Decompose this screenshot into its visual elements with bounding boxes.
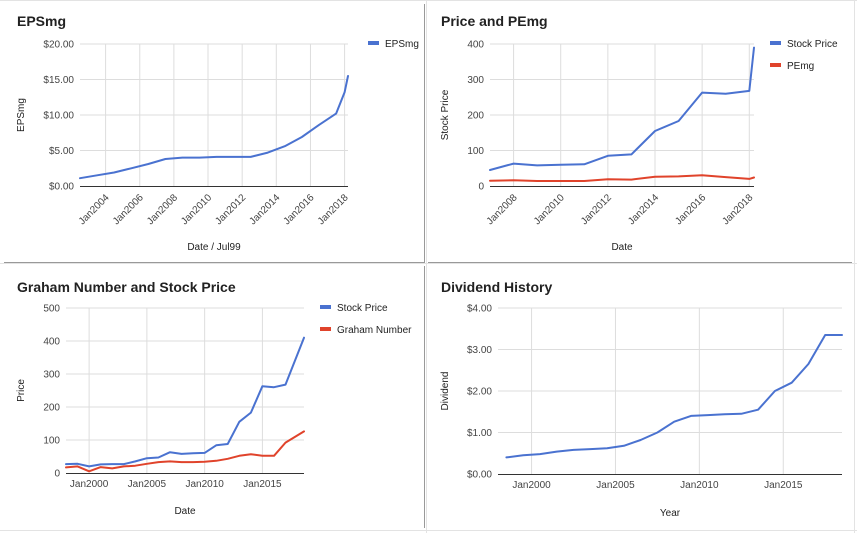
x-tick-label: Jan2010 xyxy=(532,192,567,227)
chart-title: Graham Number and Stock Price xyxy=(17,279,236,295)
legend-swatch-epsmg xyxy=(368,41,379,45)
chart-price-and-pemg: Price and PEmg 0 100 200 300 400 Jan2008 Jan201… xyxy=(440,13,838,253)
legend-swatch-pemg xyxy=(770,63,781,67)
x-axis-label: Date xyxy=(611,242,633,253)
legend-label-pemg: PEmg xyxy=(787,61,814,72)
y-tick-label: 400 xyxy=(467,40,484,51)
y-tick-label: 200 xyxy=(43,403,60,414)
y-tick-label: $0.00 xyxy=(467,470,492,481)
y-tick-label: $5.00 xyxy=(49,146,74,157)
legend-label-graham-number: Graham Number xyxy=(337,325,412,336)
y-tick-label: 200 xyxy=(467,111,484,122)
y-tick-label: $0.00 xyxy=(49,182,74,193)
chart-panel-price-and-pemg[interactable]: Price and PEmg 0 100 200 300 400 Jan2008 Jan201… xyxy=(428,4,852,263)
legend-swatch-stock-price xyxy=(320,305,331,309)
chart-title: Dividend History xyxy=(441,279,552,295)
x-tick-label: Jan2016 xyxy=(282,192,317,227)
x-tick-label: Jan2008 xyxy=(145,192,180,227)
y-axis-label: Price xyxy=(16,379,27,402)
y-axis-label: Stock Price xyxy=(440,89,451,140)
x-tick-label: Jan2014 xyxy=(248,192,283,227)
x-tick-label: Jan2010 xyxy=(179,192,214,227)
chart-panel-dividend-history[interactable]: Dividend History $0.00 $1.00 $2.00 $3.00 $4.0… xyxy=(428,266,852,528)
legend-swatch-stock-price xyxy=(770,41,781,45)
x-tick-label: Jan2018 xyxy=(316,192,351,227)
series-line-dividend xyxy=(505,334,843,459)
x-tick-label: Jan2016 xyxy=(673,192,708,227)
y-tick-label: 300 xyxy=(467,75,484,86)
x-tick-label: Jan2012 xyxy=(579,192,614,227)
chart-title: EPSmg xyxy=(17,13,66,29)
x-tick-label: Jan2004 xyxy=(77,192,112,227)
y-tick-label: 100 xyxy=(43,436,60,447)
x-tick-label: Jan2014 xyxy=(626,192,661,227)
y-tick-label: 100 xyxy=(467,146,484,157)
x-tick-label: Jan2012 xyxy=(213,192,248,227)
x-tick-label: Jan2018 xyxy=(720,192,755,227)
y-tick-label: 300 xyxy=(43,370,60,381)
y-axis-label: Dividend xyxy=(440,372,451,411)
y-tick-label: $2.00 xyxy=(467,387,492,398)
y-tick-label: 500 xyxy=(43,304,60,315)
y-tick-label: $1.00 xyxy=(467,428,492,439)
x-tick-label: Jan2015 xyxy=(243,479,282,490)
x-tick-label: Jan2015 xyxy=(764,480,803,491)
x-tick-label: Jan2006 xyxy=(111,192,146,227)
chart-dividend-history: Dividend History $0.00 $1.00 $2.00 $3.00 $4.0… xyxy=(440,279,843,519)
series-line-graham-number xyxy=(65,430,305,473)
chart-panel-epsmg[interactable]: EPSmg $0.00 $5.00 $10.00 $15.00 $20.00 Jan2004… xyxy=(4,4,425,263)
chart-graham-number: Graham Number and Stock Price 0 100 200 300 4… xyxy=(16,279,412,517)
legend-label-stock-price: Stock Price xyxy=(787,39,838,50)
y-tick-label: $15.00 xyxy=(43,75,74,86)
x-axis-label: Date / Jul99 xyxy=(187,242,241,253)
series-line-stock-price xyxy=(65,336,305,468)
y-tick-label: 0 xyxy=(478,182,484,193)
y-tick-label: $3.00 xyxy=(467,345,492,356)
y-tick-label: $4.00 xyxy=(467,304,492,315)
x-tick-label: Jan2005 xyxy=(128,479,167,490)
x-axis-label: Year xyxy=(660,508,681,519)
legend-label-stock-price: Stock Price xyxy=(337,303,388,314)
legend-swatch-graham-number xyxy=(320,327,331,331)
y-tick-label: $10.00 xyxy=(43,111,74,122)
y-tick-label: 0 xyxy=(54,469,60,480)
series-line-stock-price xyxy=(489,46,755,171)
series-line-pemg xyxy=(489,174,755,182)
chart-title: Price and PEmg xyxy=(441,13,548,29)
x-tick-label: Jan2000 xyxy=(512,480,551,491)
x-tick-label: Jan2010 xyxy=(185,479,224,490)
y-tick-label: $20.00 xyxy=(43,40,74,51)
series-line-epsmg xyxy=(79,75,349,180)
x-tick-label: Jan2000 xyxy=(70,479,109,490)
y-axis-label: EPSmg xyxy=(16,98,27,132)
chart-panel-graham-number[interactable]: Graham Number and Stock Price 0 100 200 300 4… xyxy=(4,266,425,528)
x-tick-label: Jan2010 xyxy=(680,480,719,491)
legend-label-epsmg: EPSmg xyxy=(385,39,419,50)
x-tick-label: Jan2008 xyxy=(485,192,520,227)
x-axis-label: Date xyxy=(174,506,196,517)
y-tick-label: 400 xyxy=(43,337,60,348)
chart-epsmg: EPSmg $0.00 $5.00 $10.00 $15.00 $20.00 Jan2004… xyxy=(16,13,419,253)
x-tick-label: Jan2005 xyxy=(596,480,635,491)
